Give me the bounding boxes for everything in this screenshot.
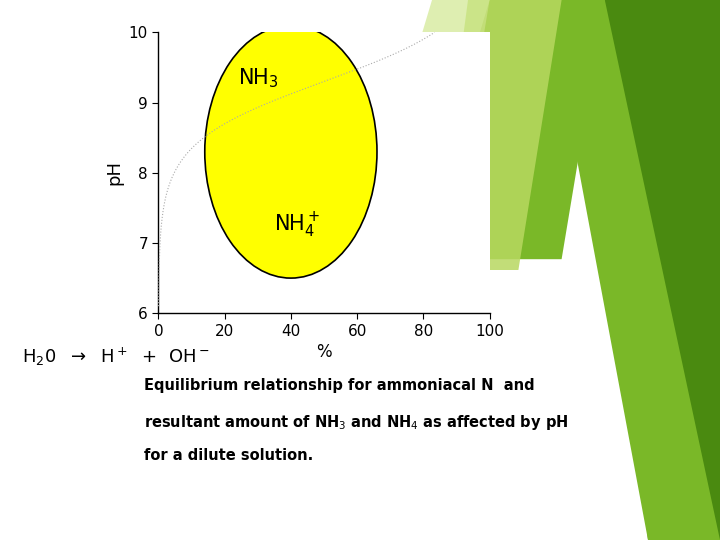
Text: %: % [316, 343, 332, 361]
Polygon shape [338, 0, 490, 313]
Text: H$_2$0  $\rightarrow$  H$^+$  +  OH$^-$: H$_2$0 $\rightarrow$ H$^+$ + OH$^-$ [22, 346, 210, 368]
Polygon shape [590, 0, 720, 540]
Polygon shape [547, 0, 720, 540]
Text: NH$_4^+$: NH$_4^+$ [274, 211, 320, 240]
Polygon shape [432, 0, 562, 270]
Polygon shape [446, 0, 605, 259]
Text: NH$_3$: NH$_3$ [238, 66, 279, 90]
Y-axis label: pH: pH [105, 160, 123, 185]
Ellipse shape [204, 25, 377, 278]
Text: Equilibrium relationship for ammoniacal N  and: Equilibrium relationship for ammoniacal … [144, 378, 535, 393]
Text: resultant amount of NH$_3$ and NH$_4$ as affected by pH: resultant amount of NH$_3$ and NH$_4$ as… [144, 413, 568, 432]
Text: for a dilute solution.: for a dilute solution. [144, 448, 313, 463]
